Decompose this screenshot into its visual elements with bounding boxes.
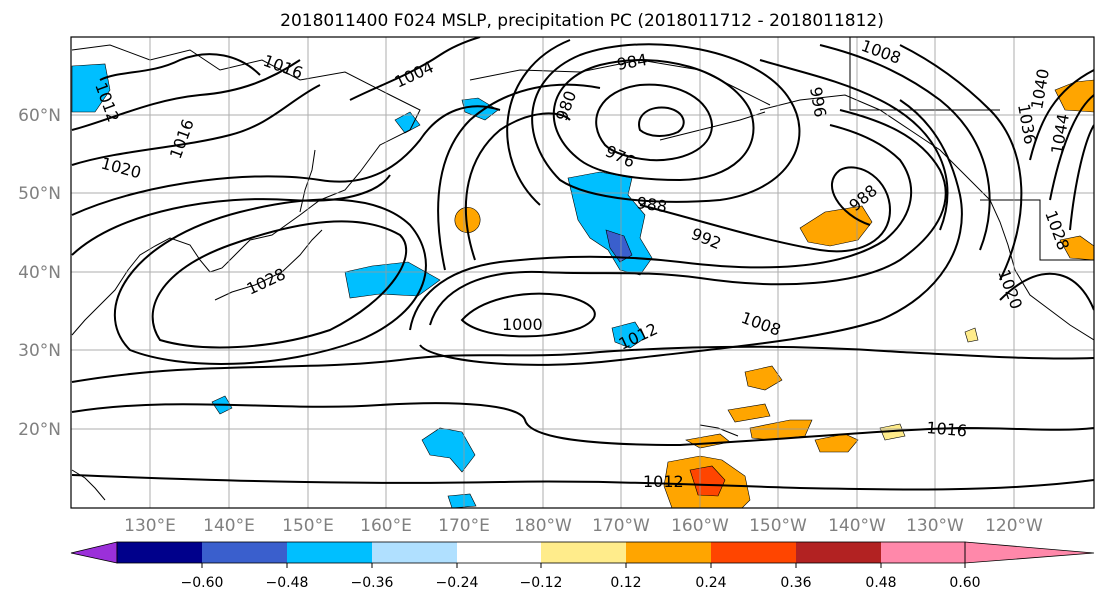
- isobar: [595, 83, 714, 162]
- isobar: [531, 43, 801, 203]
- precip-positive-area: [454, 207, 481, 233]
- isobar: [71, 345, 1094, 383]
- colorbar-tick-label: −0.12: [520, 575, 563, 591]
- isobar-label: 1012: [643, 472, 684, 491]
- isobar: [464, 112, 571, 261]
- latitude-labels: 60°N 50°N 40°N 30°N 20°N: [18, 106, 61, 440]
- colorbar-segment: [287, 542, 372, 563]
- colorbar-segment: [711, 542, 796, 563]
- precip-negative-area: [344, 261, 441, 299]
- colorbar-tick-label: 0.48: [865, 575, 896, 591]
- isobar: [419, 99, 963, 366]
- lon-label: 150°W: [749, 516, 807, 536]
- coastline-asia: [71, 44, 421, 336]
- colorbar-tick-label: −0.24: [436, 575, 479, 591]
- precip-positive-area: [727, 403, 771, 423]
- colorbar-ticks: [201, 563, 966, 568]
- isobar: [99, 53, 261, 81]
- map-panel: 1016 1012 1016 1004 984 980 976 1000 101…: [18, 36, 1095, 536]
- lon-label: 120°W: [985, 516, 1043, 536]
- colorbar-extend-low: [70, 541, 118, 564]
- precip-positive-area: [744, 365, 783, 391]
- isobar: [151, 220, 408, 349]
- colorbar-tick-label: 0.36: [780, 575, 811, 591]
- precip-negative-area: [71, 63, 111, 113]
- isobar: [349, 37, 481, 101]
- lat-label: 40°N: [18, 263, 61, 283]
- isobar: [759, 59, 949, 231]
- isobar: [71, 174, 391, 256]
- precip-positive-area: [964, 327, 979, 343]
- lon-label: 160°E: [360, 516, 412, 536]
- isobar: [71, 105, 501, 216]
- precipitation-shading: [71, 63, 1094, 508]
- colorbar-segment: [202, 542, 287, 563]
- isobar: [639, 166, 892, 253]
- isobar-label: 1000: [502, 315, 543, 334]
- isobar: [506, 39, 571, 206]
- precip-positive-area: [1059, 235, 1094, 261]
- colorbar: −0.60 −0.48 −0.36 −0.24 −0.12 0.12 0.24 …: [70, 541, 1095, 591]
- colorbar-tick-label: −0.48: [266, 575, 309, 591]
- lon-label: 150°E: [282, 516, 334, 536]
- lat-label: 50°N: [18, 184, 61, 204]
- coastline-philippines: [71, 469, 106, 501]
- colorbar-segment: [881, 542, 965, 563]
- isobar-label: 988: [635, 193, 668, 216]
- precip-negative-area: [447, 493, 477, 508]
- isobars: [71, 37, 1094, 491]
- colorbar-tick-label: −0.60: [181, 575, 224, 591]
- lon-label: 170°W: [592, 516, 650, 536]
- longitude-labels: 130°E 140°E 150°E 160°E 170°E 180°W 170°…: [124, 516, 1043, 536]
- isobar: [1069, 124, 1094, 231]
- lon-label: 140°W: [828, 516, 886, 536]
- lat-label: 60°N: [18, 106, 61, 126]
- colorbar-segment: [796, 542, 881, 563]
- lon-label: 180°W: [514, 516, 572, 536]
- precip-positive-core: [689, 465, 726, 497]
- isobar: [899, 44, 1023, 281]
- coastline-hawaii: [699, 424, 739, 437]
- isobar: [819, 44, 991, 251]
- map-frame: [70, 36, 1095, 509]
- isobar-label: 1016: [926, 418, 968, 440]
- figure-title: 2018011400 F024 MSLP, precipitation PC (…: [280, 11, 884, 31]
- isobar: [71, 402, 1094, 447]
- isobar: [113, 198, 427, 365]
- colorbar-tick-label: 0.24: [695, 575, 726, 591]
- isobar: [71, 84, 321, 166]
- colorbar-segment: [117, 542, 202, 563]
- isobar: [1049, 94, 1094, 201]
- isobar: [71, 59, 301, 131]
- isobar: [437, 83, 601, 271]
- precip-positive-area: [799, 205, 873, 247]
- lon-label: 160°W: [671, 516, 729, 536]
- lon-label: 130°W: [906, 516, 964, 536]
- lat-label: 20°N: [18, 420, 61, 440]
- colorbar-segment: [457, 542, 541, 563]
- lon-label: 140°E: [203, 516, 255, 536]
- isobar: [71, 474, 1094, 491]
- lat-label: 30°N: [18, 341, 61, 361]
- colorbar-segment: [372, 542, 457, 563]
- precip-negative-area: [611, 321, 646, 349]
- isobar: [460, 292, 596, 338]
- colorbar-tick-label: 0.60: [949, 575, 980, 591]
- colorbar-tick-labels: −0.60 −0.48 −0.36 −0.24 −0.12 0.12 0.24 …: [181, 575, 981, 591]
- isobar: [1029, 69, 1094, 161]
- isobar: [409, 124, 913, 331]
- isobar: [999, 272, 1094, 311]
- lon-label: 170°E: [438, 516, 490, 536]
- isobar: [552, 59, 755, 182]
- isobar: [638, 106, 685, 137]
- colorbar-tick-label: 0.12: [610, 575, 641, 591]
- isobar: [429, 109, 947, 326]
- colorbar-segment: [626, 542, 711, 563]
- colorbar-extend-high: [964, 541, 1095, 564]
- colorbar-tick-label: −0.36: [351, 575, 394, 591]
- colorbar-segment: [541, 542, 626, 563]
- lon-label: 130°E: [124, 516, 176, 536]
